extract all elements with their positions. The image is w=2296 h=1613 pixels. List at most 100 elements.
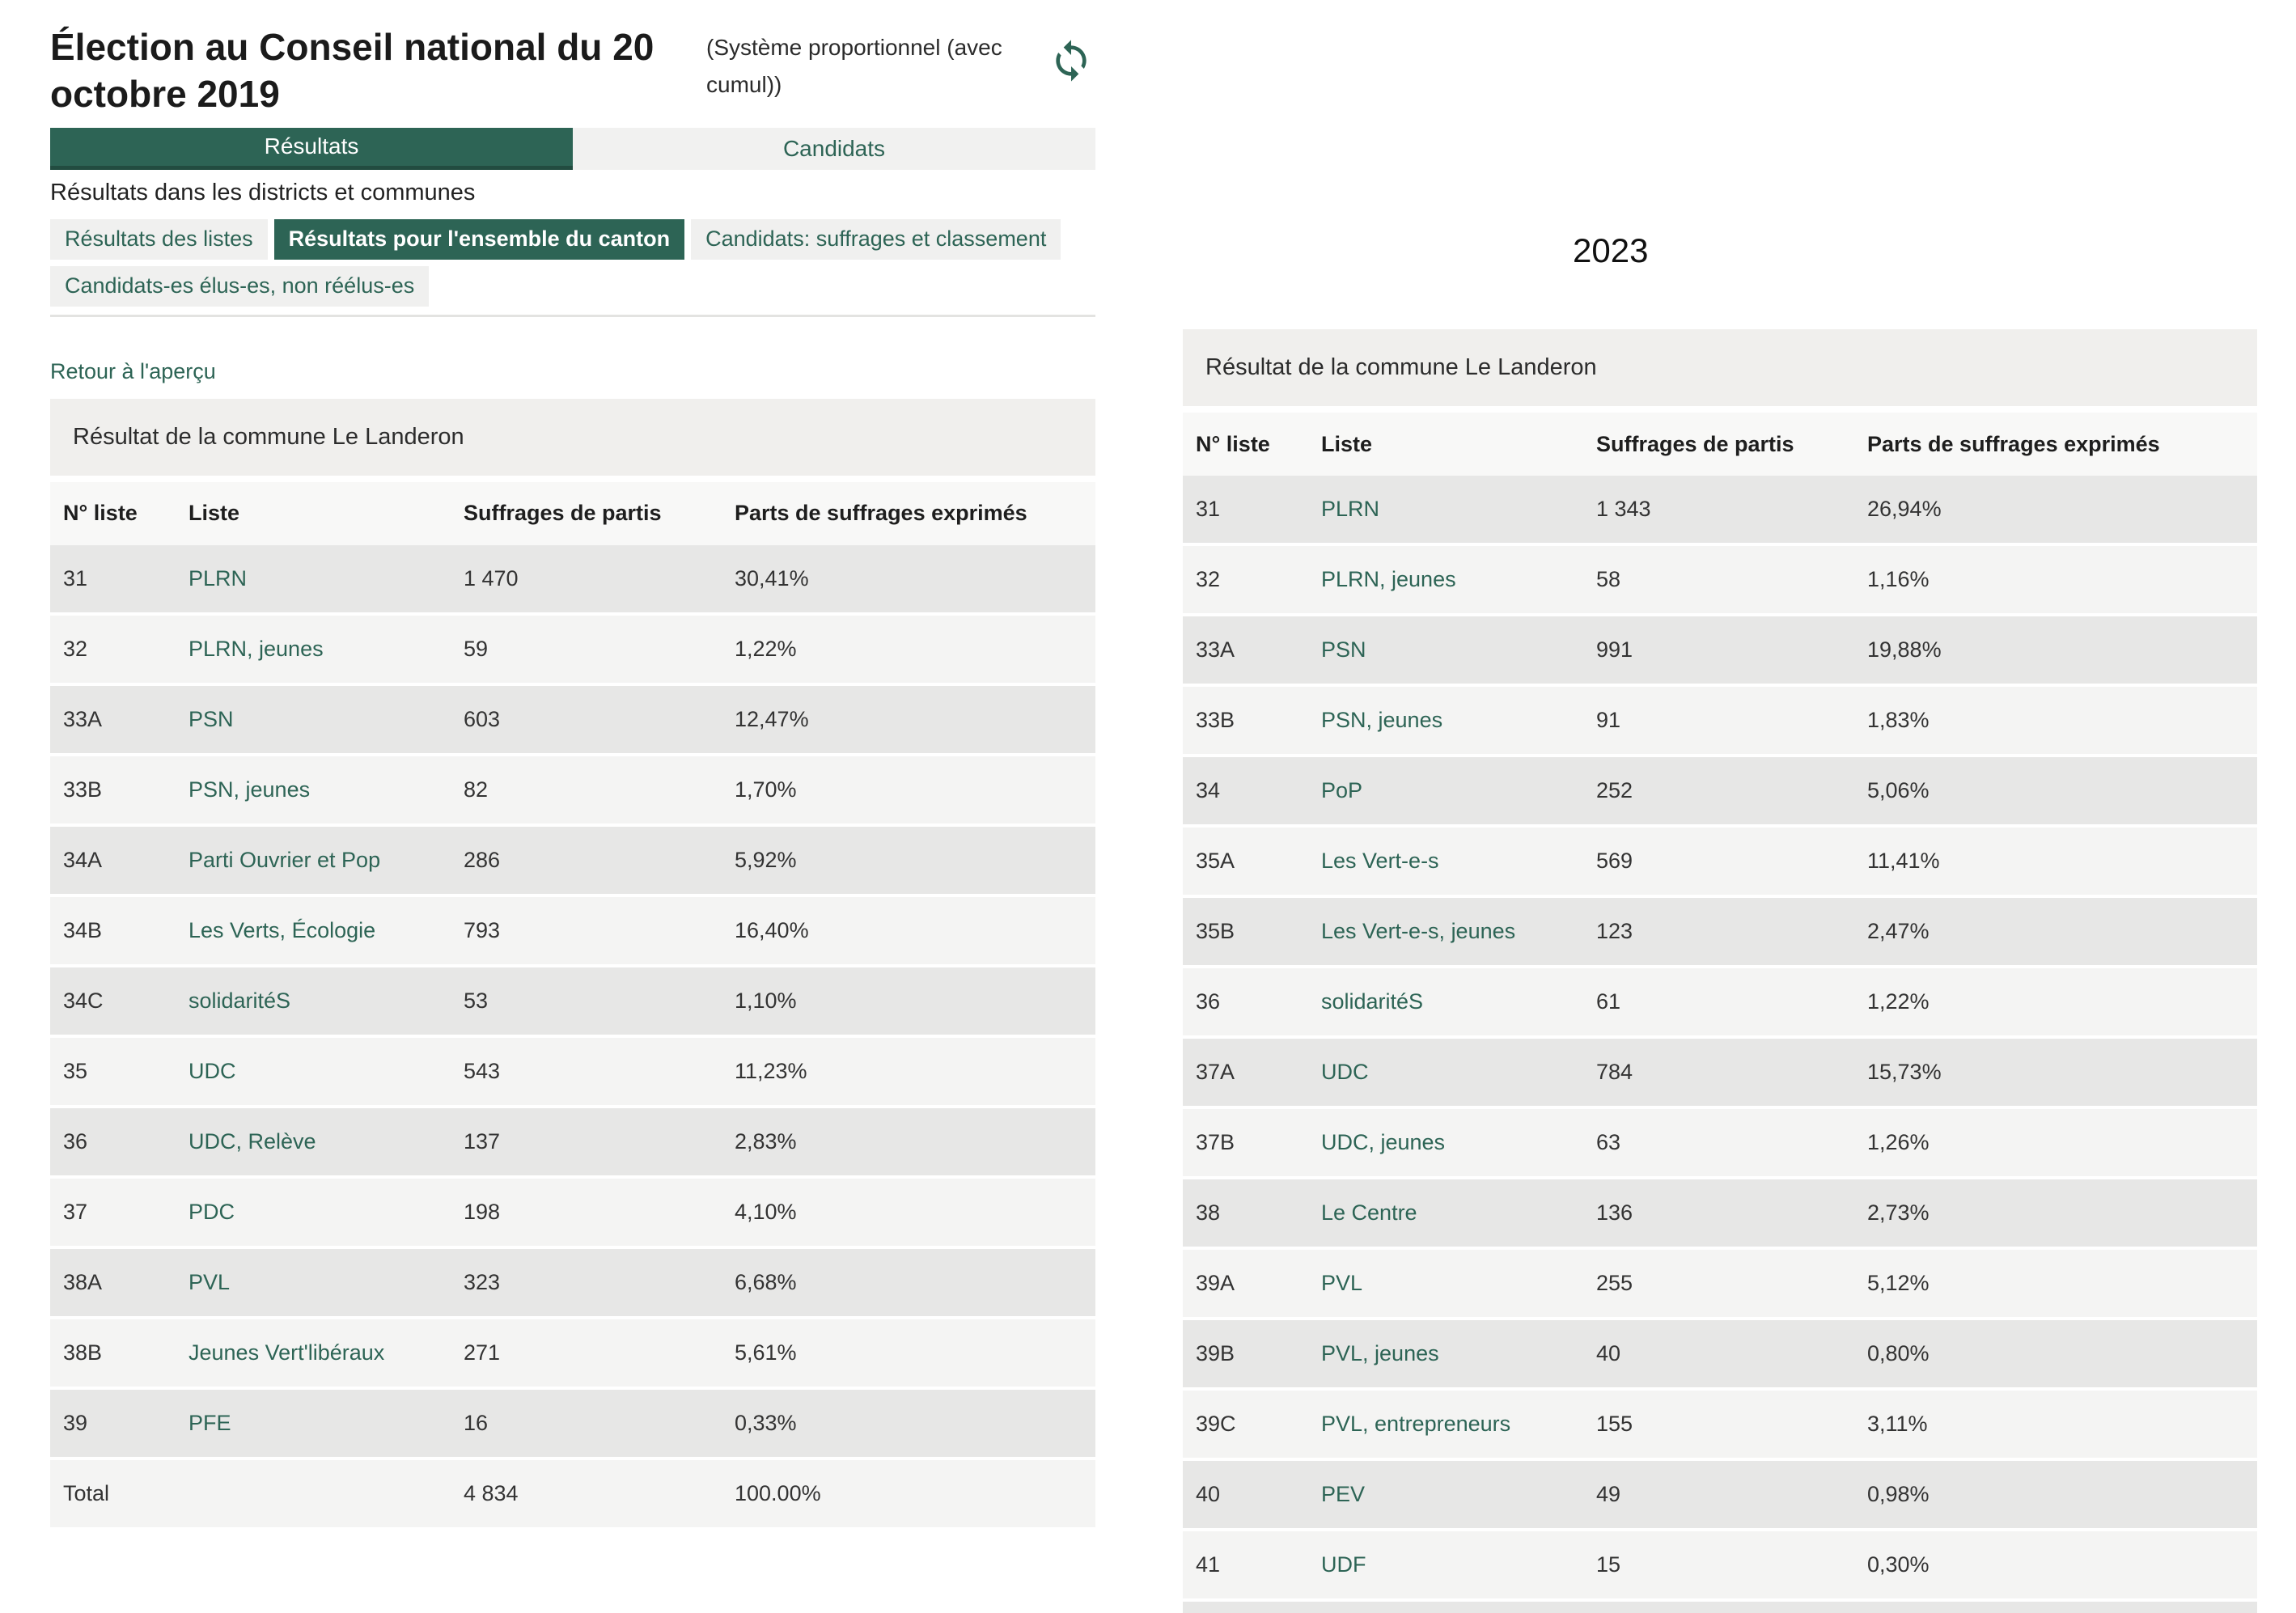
party-list-link[interactable]: UDC, jeunes <box>1321 1130 1446 1154</box>
party-list-link[interactable]: solidaritéS <box>189 988 291 1013</box>
party-list-link[interactable]: PVL, jeunes <box>1321 1341 1439 1365</box>
table-row: 35B Les Vert-e-s, jeunes 123 2,47% <box>1183 898 2257 968</box>
vote-share-cell: 16,40% <box>735 917 809 942</box>
party-list-link[interactable]: Les Vert-e-s <box>1321 849 1439 873</box>
col-header-suffrages: Suffrages de partis <box>1596 431 1794 456</box>
table-row: 32 PLRN, jeunes 59 1,22% <box>50 615 1095 686</box>
party-list-link[interactable]: UDC, Relève <box>189 1128 316 1154</box>
refresh-button[interactable] <box>1047 37 1095 86</box>
table-row: 33B PSN, jeunes 91 1,83% <box>1183 687 2257 757</box>
table-body-2019: 31 PLRN 1 470 30,41% 32 PLRN, jeunes 59 1,22% 33… <box>50 544 1095 1460</box>
subtab-resultats-ensemble-canton[interactable]: Résultats pour l'ensemble du canton <box>273 218 685 260</box>
party-list-link[interactable]: Parti Ouvrier et Pop <box>189 847 381 872</box>
party-votes-cell: 286 <box>464 847 501 872</box>
party-list-link[interactable]: Les Vert-e-s, jeunes <box>1321 919 1516 943</box>
table-gap <box>1183 406 2257 413</box>
vote-share-cell: 15,73% <box>1867 1060 1942 1084</box>
col-header-liste: Liste <box>189 501 240 526</box>
list-number-cell: 33B <box>1196 708 1235 732</box>
subtab-candidats-suffrages[interactable]: Candidats: suffrages et classement <box>691 218 1061 260</box>
party-votes-cell: 123 <box>1596 919 1633 943</box>
table-row: 32 PLRN, jeunes 58 1,16% <box>1183 546 2257 616</box>
party-list-link[interactable]: PLRN <box>1321 497 1380 521</box>
vote-share-cell: 1,70% <box>735 777 797 802</box>
list-number-cell: 32 <box>1196 567 1221 591</box>
vote-share-cell: 26,94% <box>1867 497 1942 521</box>
col-header-no-liste: N° liste <box>1196 431 1270 456</box>
list-number-cell: 37A <box>1196 1060 1235 1084</box>
list-number-cell: 39C <box>1196 1412 1236 1436</box>
list-number-cell: 35B <box>1196 919 1235 943</box>
list-number-cell: 33A <box>63 706 103 731</box>
party-list-link[interactable]: Les Verts, Écologie <box>189 917 376 942</box>
party-list-link[interactable]: PDC <box>189 1199 235 1224</box>
table-row: 35 UDC 543 11,23% <box>50 1037 1095 1108</box>
table-row: 39 PFE 16 0,33% <box>50 1389 1095 1460</box>
list-number-cell: 31 <box>63 565 88 591</box>
table-row: 31 PLRN 1 343 26,94% <box>1183 476 2257 546</box>
vote-share-cell: 11,23% <box>735 1058 807 1083</box>
table-body-2023: 31 PLRN 1 343 26,94% 32 PLRN, jeunes 58 1,16% 33… <box>1183 476 2257 1602</box>
subtab-candidats-elus[interactable]: Candidats-es élus-es, non réélus-es <box>50 265 430 307</box>
party-list-link[interactable]: PEV <box>1321 1482 1366 1506</box>
party-votes-cell: 323 <box>464 1269 501 1294</box>
col-header-parts: Parts de suffrages exprimés <box>735 501 1027 526</box>
tab-candidats[interactable]: Candidats <box>573 127 1095 170</box>
party-list-link[interactable]: UDC <box>189 1058 236 1083</box>
party-votes-cell: 155 <box>1596 1412 1633 1436</box>
list-number-cell: 38A <box>63 1269 103 1294</box>
party-list-link[interactable]: PoP <box>1321 778 1363 802</box>
party-list-link[interactable]: PSN <box>1321 637 1366 662</box>
table-row: 39A PVL 255 5,12% <box>1183 1250 2257 1320</box>
table-row: 38 Le Centre 136 2,73% <box>1183 1179 2257 1250</box>
list-number-cell: 34A <box>63 847 103 872</box>
table-row: 34 PoP 252 5,06% <box>1183 757 2257 828</box>
page-title: Élection au Conseil national du 20 octob… <box>50 26 654 115</box>
list-number-cell: 34B <box>63 917 103 942</box>
tab-resultats[interactable]: Résultats <box>50 127 573 170</box>
vote-share-cell: 12,47% <box>735 706 809 731</box>
table-header-2019: N° liste Liste Suffrages de partis Parts… <box>50 481 1095 545</box>
vote-share-cell: 1,22% <box>1867 989 1930 1014</box>
party-list-link[interactable]: PSN <box>189 706 234 731</box>
vote-share-cell: 0,80% <box>1867 1341 1930 1365</box>
party-votes-cell: 793 <box>464 917 501 942</box>
party-list-link[interactable]: PVL, entrepreneurs <box>1321 1412 1511 1436</box>
party-votes-cell: 603 <box>464 706 501 731</box>
party-list-link[interactable]: PVL <box>1321 1271 1363 1295</box>
party-list-link[interactable]: PLRN, jeunes <box>189 636 324 661</box>
party-list-link[interactable]: Le Centre <box>1321 1200 1417 1225</box>
party-list-link[interactable]: solidaritéS <box>1321 989 1424 1014</box>
list-number-cell: 37 <box>63 1199 88 1224</box>
list-number-cell: 37B <box>1196 1130 1235 1154</box>
party-list-link[interactable]: UDF <box>1321 1552 1366 1577</box>
table-total-row-2019: Total 4 834 100.00% <box>50 1459 1095 1530</box>
party-list-link[interactable]: PSN, jeunes <box>1321 708 1443 732</box>
results-table-2019: Résultat de la commune Le Landeron N° li… <box>50 398 1095 1530</box>
party-list-link[interactable]: PVL <box>189 1269 231 1294</box>
party-list-link[interactable]: PSN, jeunes <box>189 777 311 802</box>
table-row: 38B Jeunes Vert'libéraux 271 5,61% <box>50 1319 1095 1390</box>
party-votes-cell: 53 <box>464 988 489 1013</box>
party-votes-cell: 569 <box>1596 849 1633 873</box>
party-list-link[interactable]: PLRN, jeunes <box>1321 567 1456 591</box>
party-list-link[interactable]: PFE <box>189 1410 231 1435</box>
party-votes-cell: 91 <box>1596 708 1621 732</box>
party-list-link[interactable]: Jeunes Vert'libéraux <box>189 1340 385 1365</box>
table-row: 39B PVL, jeunes 40 0,80% <box>1183 1320 2257 1391</box>
truncated-row <box>1183 1602 2257 1613</box>
subtab-resultats-des-listes[interactable]: Résultats des listes <box>50 218 268 260</box>
party-list-link[interactable]: UDC <box>1321 1060 1369 1084</box>
party-votes-cell: 63 <box>1596 1130 1621 1154</box>
back-to-overview-link[interactable]: Retour à l'aperçu <box>50 358 216 383</box>
party-votes-cell: 58 <box>1596 567 1621 591</box>
table-row: 36 UDC, Relève 137 2,83% <box>50 1107 1095 1179</box>
col-header-parts: Parts de suffrages exprimés <box>1867 431 2160 456</box>
table-row: 33A PSN 991 19,88% <box>1183 616 2257 687</box>
party-list-link[interactable]: PLRN <box>189 565 248 591</box>
table-row: 36 solidaritéS 61 1,22% <box>1183 968 2257 1039</box>
col-header-liste: Liste <box>1321 431 1373 456</box>
table-row: 33B PSN, jeunes 82 1,70% <box>50 756 1095 827</box>
list-number-cell: 32 <box>63 636 88 661</box>
